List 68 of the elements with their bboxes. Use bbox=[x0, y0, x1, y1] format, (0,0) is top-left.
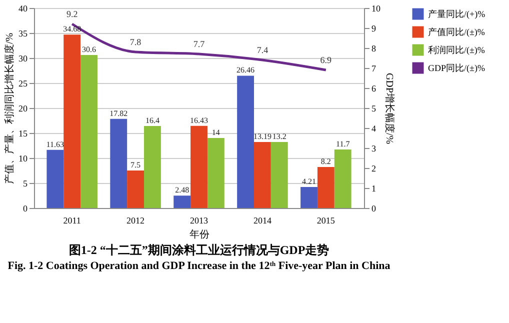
caption: Fig. 1-2 Coatings Operation and GDP Increase in the 12ᵗʰ Five-year Plan in China bbox=[8, 260, 391, 272]
data-label: 7.5 bbox=[130, 160, 141, 170]
y-tick-label: 10 bbox=[18, 154, 28, 164]
y2-tick-label: 0 bbox=[372, 204, 376, 214]
y2-tick-label: 3 bbox=[372, 144, 376, 154]
x-tick-label: 2011 bbox=[63, 216, 81, 226]
data-label: 30.6 bbox=[82, 45, 96, 54]
y-tick-label: 40 bbox=[18, 4, 28, 14]
caption: 图1-2 “十二五”期间涂料工业运行情况与GDP走势 bbox=[68, 243, 330, 257]
legend-label: 产量同比/(+)% bbox=[428, 9, 486, 19]
y-tick-label: 30 bbox=[18, 54, 28, 64]
data-label: 14 bbox=[212, 128, 220, 137]
x-tick-label: 2014 bbox=[253, 216, 272, 226]
data-label: 13.2 bbox=[272, 132, 286, 141]
y-tick-label: 0 bbox=[23, 204, 28, 214]
y2-tick-label: 9 bbox=[372, 24, 376, 34]
bar bbox=[254, 142, 271, 208]
y2-tick-label: 10 bbox=[372, 4, 381, 14]
legend-label: 产值同比/(±)% bbox=[428, 27, 486, 37]
bar bbox=[300, 186, 318, 208]
bar bbox=[334, 150, 352, 208]
legend-label: 利润同比/(±)% bbox=[428, 45, 486, 55]
data-label: 26.46 bbox=[236, 66, 255, 75]
bar bbox=[207, 138, 224, 208]
data-label: 7.8 bbox=[130, 37, 142, 47]
y-tick-label: 25 bbox=[18, 78, 28, 88]
y2-tick-label: 6 bbox=[372, 84, 376, 94]
bar bbox=[80, 55, 98, 208]
y2-tick-label: 7 bbox=[372, 64, 376, 74]
bar bbox=[110, 118, 128, 208]
data-label: 11.7 bbox=[336, 140, 350, 148]
data-label: 34.68 bbox=[63, 24, 82, 34]
y-tick-label: 20 bbox=[18, 104, 28, 114]
data-label: 7.7 bbox=[193, 39, 206, 49]
bar bbox=[174, 196, 191, 208]
y-tick-label: 15 bbox=[18, 128, 28, 138]
y2-axis-title: GDP增长幅度/% bbox=[384, 72, 396, 144]
bar bbox=[190, 126, 208, 208]
bar bbox=[237, 76, 254, 208]
data-label: 6.9 bbox=[320, 55, 332, 65]
y2-tick-label: 8 bbox=[372, 44, 376, 54]
data-label: 16.4 bbox=[145, 116, 160, 125]
data-label: 8.2 bbox=[320, 157, 331, 166]
y-axis-title: 产值、产量、利润同比增长幅度/% bbox=[4, 32, 16, 184]
data-label: 2.48 bbox=[175, 186, 190, 195]
y2-tick-label: 4 bbox=[372, 124, 376, 134]
y-tick-label: 35 bbox=[18, 28, 28, 38]
bar bbox=[317, 167, 334, 208]
data-label: 17.82 bbox=[110, 108, 128, 118]
bar bbox=[64, 34, 81, 208]
data-label: 9.2 bbox=[66, 9, 78, 19]
bar bbox=[127, 170, 144, 208]
legend-label: GDP同比/(±)% bbox=[428, 63, 486, 73]
bar bbox=[144, 126, 161, 208]
x-tick-label: 2012 bbox=[126, 216, 145, 226]
data-label: 13.19 bbox=[253, 132, 272, 142]
data-label: 16.43 bbox=[190, 116, 208, 125]
y2-tick-label: 2 bbox=[372, 164, 376, 174]
bar bbox=[46, 150, 64, 208]
y2-tick-label: 5 bbox=[372, 104, 376, 114]
data-label: 4.21 bbox=[302, 176, 316, 186]
y-tick-label: 5 bbox=[23, 178, 28, 188]
x-tick-label: 2015 bbox=[316, 216, 336, 226]
data-label: 7.4 bbox=[256, 45, 269, 55]
x-axis-title: 年份 bbox=[190, 228, 210, 240]
x-tick-label: 2013 bbox=[190, 216, 208, 226]
y2-tick-label: 1 bbox=[372, 184, 376, 194]
bar bbox=[270, 142, 288, 208]
